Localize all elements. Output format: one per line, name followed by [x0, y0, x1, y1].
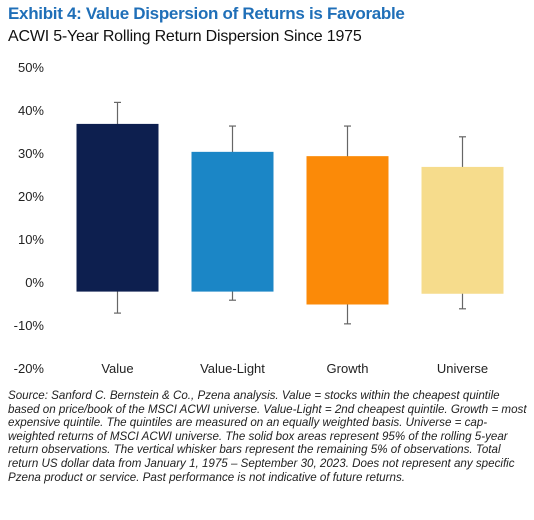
y-tick-label: 0% — [25, 275, 44, 290]
x-category-label: Universe — [437, 361, 488, 376]
chart-subtitle: ACWI 5-Year Rolling Return Dispersion Si… — [8, 28, 362, 45]
y-axis: 50% 40% 30% 20% 10% 0% -10% -20% — [14, 60, 45, 376]
x-category-label: Growth — [327, 361, 369, 376]
y-tick-label: 40% — [18, 103, 44, 118]
y-tick-label: 10% — [18, 232, 44, 247]
y-tick-label: -10% — [14, 318, 45, 333]
whiskers — [114, 101, 466, 325]
box-value-light — [191, 151, 274, 292]
y-tick-label: 20% — [18, 189, 44, 204]
y-tick-label: -20% — [14, 361, 45, 376]
box-chart: 50% 40% 30% 20% 10% 0% -10% -20% Value Value-Lig… — [14, 60, 504, 376]
box-value — [76, 123, 159, 292]
x-category-label: Value — [101, 361, 133, 376]
box-universe — [421, 166, 504, 294]
box-growth — [306, 156, 389, 305]
source-note: Source: Sanford C. Bernstein & Co., Pzen… — [8, 389, 527, 484]
y-tick-label: 50% — [18, 60, 44, 75]
y-tick-label: 30% — [18, 146, 44, 161]
chart-title: Exhibit 4: Value Dispersion of Returns i… — [8, 4, 405, 23]
x-category-label: Value-Light — [200, 361, 265, 376]
x-axis: Value Value-Light Growth Universe — [101, 361, 488, 376]
boxes — [76, 123, 504, 305]
